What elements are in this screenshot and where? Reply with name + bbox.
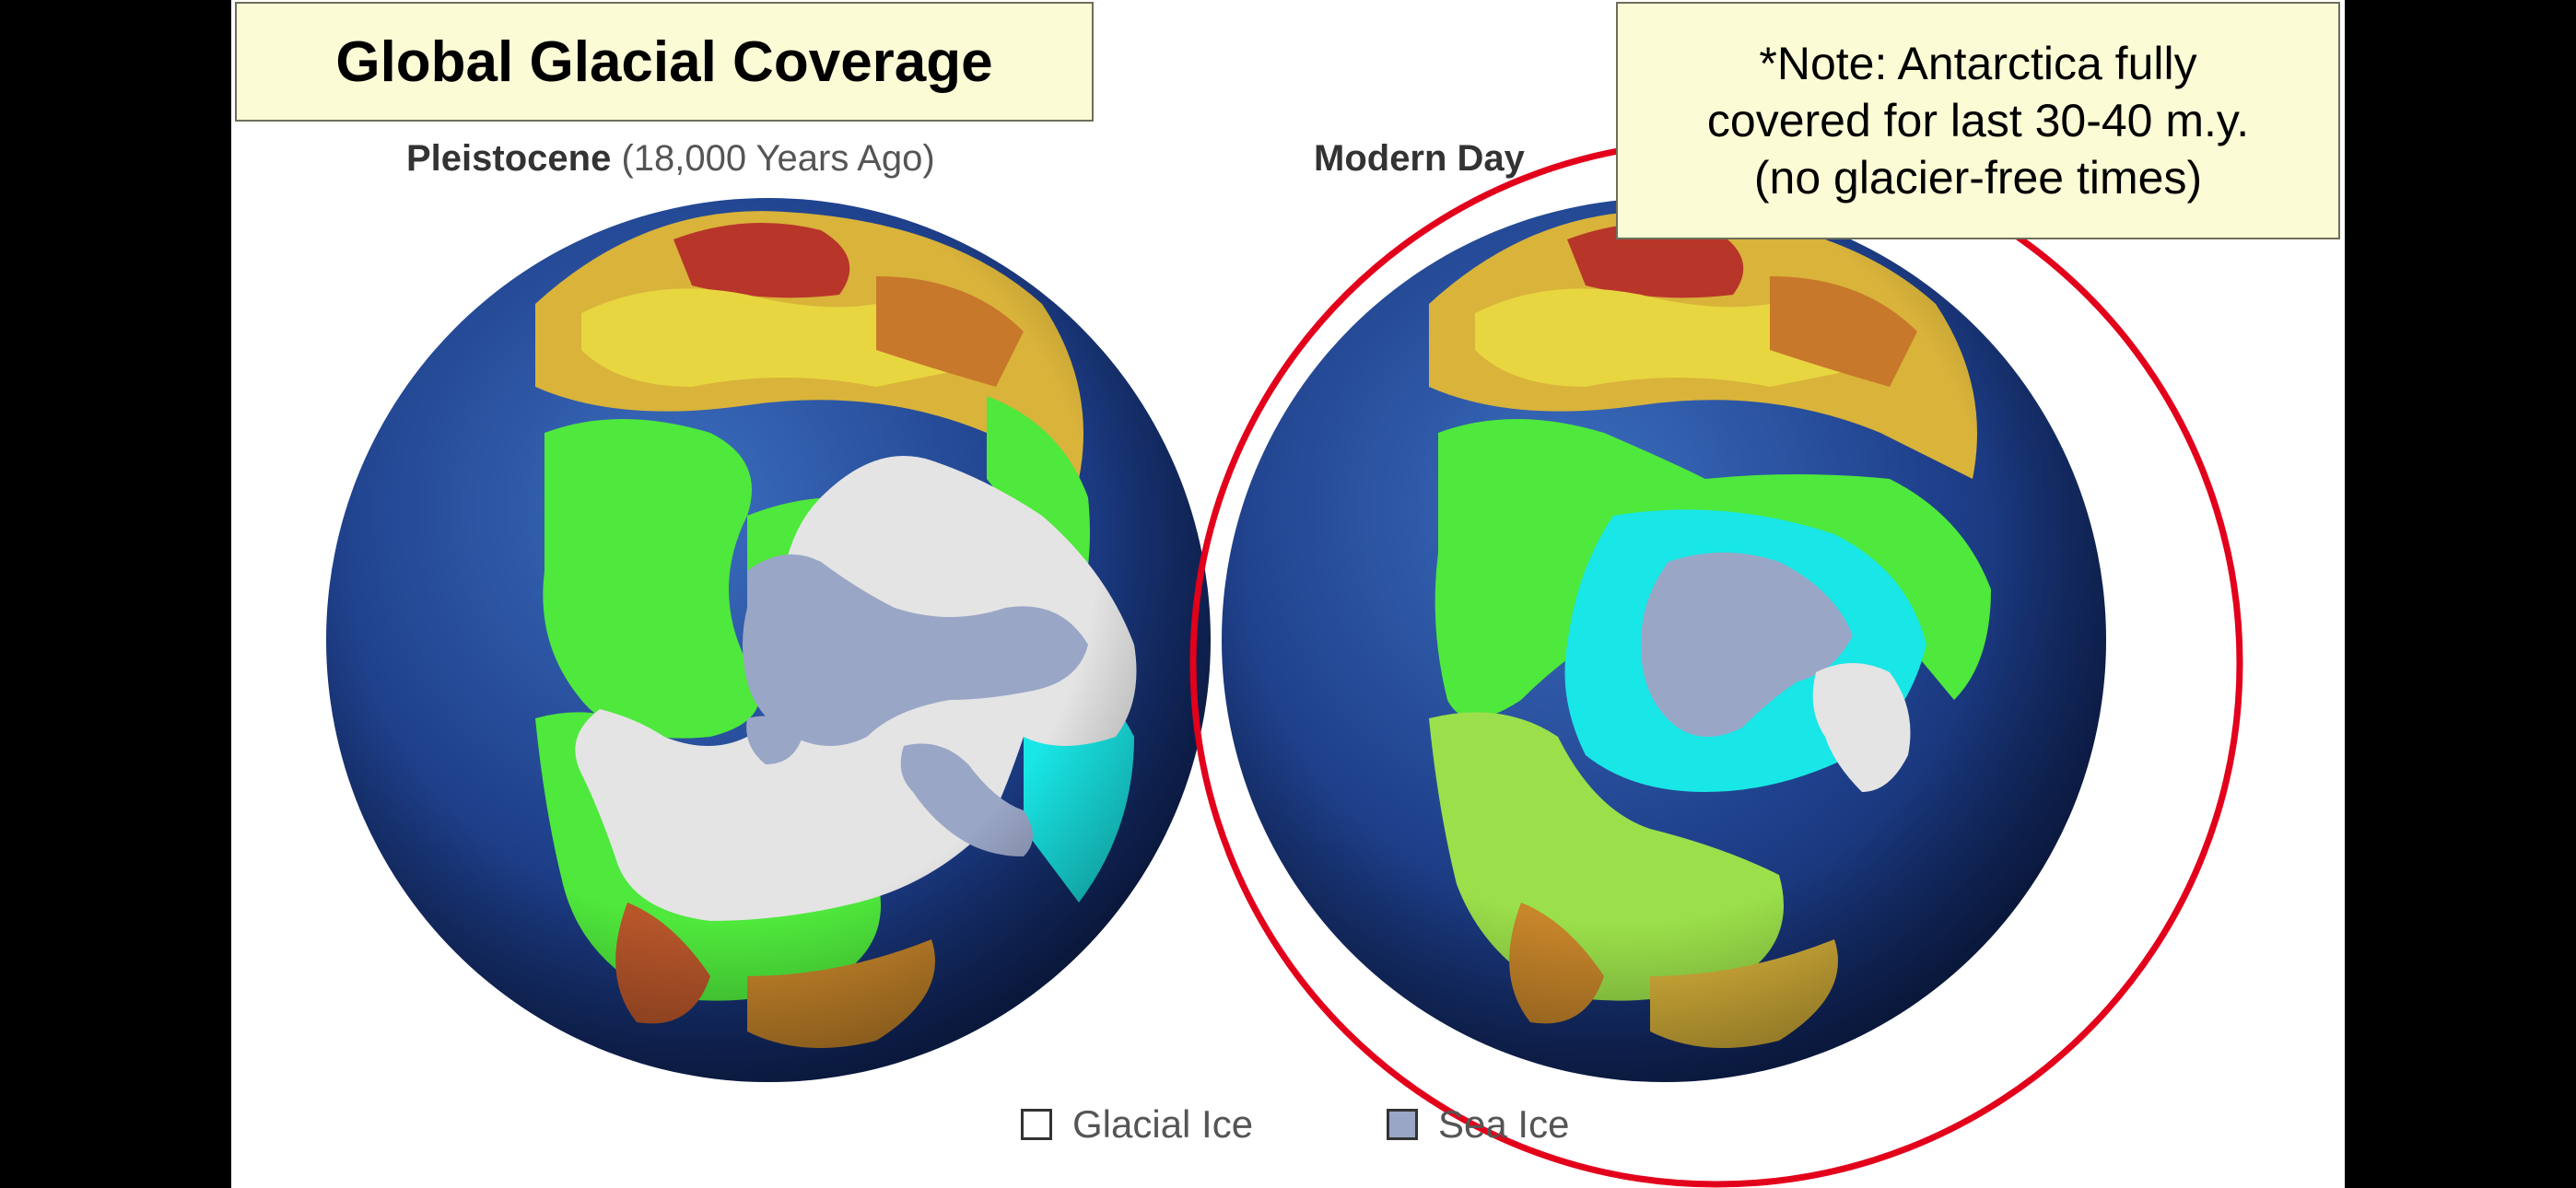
pleistocene-label: Pleistocene (18,000 Years Ago)	[406, 138, 935, 180]
antarctica-note: *Note: Antarctica fully covered for last…	[1616, 2, 2340, 239]
legend-sea-ice: Sea Ice	[1387, 1101, 1569, 1147]
slide: Global Glacial Coverage Pleistocene (18,…	[231, 0, 2345, 1188]
legend-sea-ice-label: Sea Ice	[1438, 1102, 1570, 1146]
pleistocene-label-sub: (18,000 Years Ago)	[611, 138, 935, 179]
note-line-1: *Note: Antarctica fully	[1759, 38, 2197, 89]
note-line-2: covered for last 30-40 m.y.	[1706, 95, 2250, 146]
slide-title: Global Glacial Coverage	[235, 2, 1094, 122]
pleistocene-label-bold: Pleistocene	[406, 138, 612, 179]
modern-day-label: Modern Day	[1314, 138, 1525, 180]
legend-glacial-ice: Glacial Ice	[1021, 1101, 1253, 1147]
globes-illustration	[326, 138, 2243, 1188]
modern-day-label-bold: Modern Day	[1314, 138, 1525, 179]
modern-day-globe	[1222, 198, 2106, 1082]
sea-ice-swatch	[1387, 1109, 1418, 1140]
note-line-3: (no glacier-free times)	[1753, 152, 2203, 204]
glacial-ice-swatch	[1021, 1109, 1052, 1140]
pleistocene-globe	[326, 198, 1211, 1082]
legend-glacial-ice-label: Glacial Ice	[1072, 1102, 1254, 1146]
